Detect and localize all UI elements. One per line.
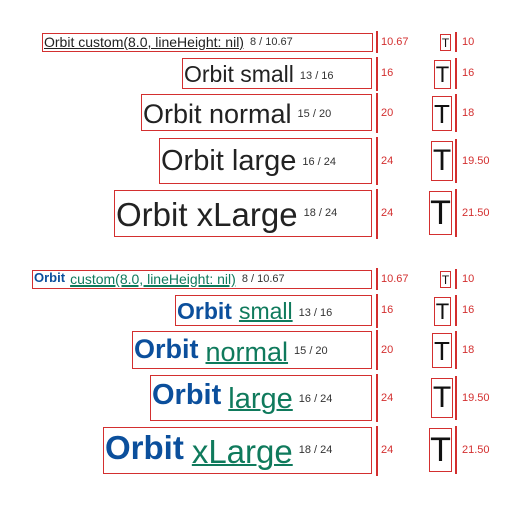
glyph-height-guide [455,295,457,326]
text-bold: Orbit [152,379,222,411]
text-link[interactable]: custom(8.0, lineHeight: nil) [70,271,236,287]
text-box: Orbit large 16 / 24 [159,138,372,184]
line-height-value: 16 [381,67,394,79]
size-meta: 13 / 16 [299,70,334,82]
size-meta: 8 / 10.67 [249,36,293,48]
text-label: Orbit normal [143,99,292,129]
size-meta: 15 / 20 [294,345,328,357]
glyph-box: T [432,333,452,368]
text-box: Orbit custom(8.0, lineHeight: nil) 8 / 1… [32,270,372,289]
glyph-height-value: 10 [462,273,475,285]
glyph-box: T [432,96,452,131]
size-meta: 16 / 24 [302,156,337,168]
line-height-guide [376,93,378,133]
text-link[interactable]: normal [205,337,289,367]
glyph-t: T [435,298,450,324]
line-height-value: 10.67 [381,273,409,285]
text-link[interactable]: xLarge [191,433,293,470]
line-height-guide [376,374,378,422]
line-height-value: 20 [381,344,394,356]
glyph-t: T [434,98,450,129]
glyph-height-guide [455,94,457,132]
text-label: Orbit xLarge [116,196,298,233]
glyph-t: T [432,144,452,177]
text-link[interactable]: large [228,383,293,415]
text-box: Orbit normal 15 / 20 [132,331,372,369]
glyph-height-guide [455,331,457,369]
size-meta: 18 / 24 [298,444,333,456]
glyph-t: T [430,194,451,232]
line-height-value: 10.67 [381,36,409,48]
line-height-value: 24 [381,207,394,219]
glyph-height-guide [455,269,457,289]
line-height-guide [376,57,378,91]
text-box: Orbit xLarge 18 / 24 [103,427,372,474]
size-meta: 16 / 24 [298,393,333,405]
text-box: Orbit normal 15 / 20 [141,94,372,131]
line-height-value: 16 [381,304,394,316]
line-height-guide [376,294,378,328]
glyph-height-value: 19.50 [462,155,490,167]
glyph-box: T [431,141,453,181]
glyph-t: T [432,381,452,414]
glyph-t: T [441,35,450,50]
glyph-height-value: 18 [462,107,475,119]
text-bold: Orbit [134,334,199,364]
glyph-box: T [440,34,451,51]
glyph-box: T [431,378,453,418]
line-height-value: 24 [381,392,394,404]
glyph-height-value: 16 [462,67,475,79]
line-height-guide [376,137,378,185]
glyph-height-guide [455,139,457,183]
glyph-height-value: 21.50 [462,207,490,219]
size-meta: 8 / 10.67 [241,273,285,285]
glyph-height-value: 21.50 [462,444,490,456]
text-box: Orbit small 13 / 16 [175,295,372,326]
line-height-guide [376,330,378,370]
text-bold: Orbit [177,298,232,324]
glyph-height-guide [455,58,457,89]
glyph-t: T [430,431,451,469]
text-box: Orbit large 16 / 24 [150,375,372,421]
glyph-t: T [434,335,450,366]
glyph-height-guide [455,189,457,237]
glyph-height-guide [455,32,457,52]
text-link[interactable]: small [238,298,293,324]
glyph-box: T [429,191,452,235]
line-height-guide [376,189,378,239]
glyph-height-value: 10 [462,36,475,48]
text-label: Orbit large [161,145,297,177]
text-bold: Orbit [105,429,184,466]
glyph-t: T [435,61,450,87]
text-label: Orbit small [184,61,294,87]
text-box: Orbit custom(8.0, lineHeight: nil) 8 / 1… [42,33,373,52]
glyph-box: T [434,297,451,326]
glyph-height-guide [455,426,457,474]
size-meta: 15 / 20 [297,108,332,120]
line-height-guide [376,426,378,476]
glyph-box: T [440,271,451,288]
glyph-height-value: 16 [462,304,475,316]
line-height-value: 24 [381,444,394,456]
text-label: Orbit custom(8.0, lineHeight: nil) [44,34,244,50]
glyph-box: T [429,428,452,472]
size-meta: 13 / 16 [298,307,333,319]
text-box: Orbit xLarge 18 / 24 [114,190,372,237]
glyph-t: T [441,272,450,287]
line-height-value: 20 [381,107,394,119]
text-box: Orbit small 13 / 16 [182,58,372,89]
text-bold: Orbit [34,270,66,285]
glyph-height-value: 18 [462,344,475,356]
size-meta: 18 / 24 [303,207,338,219]
line-height-guide [376,31,378,53]
glyph-height-value: 19.50 [462,392,490,404]
glyph-height-guide [455,376,457,420]
line-height-guide [376,268,378,290]
glyph-box: T [434,60,451,89]
line-height-value: 24 [381,155,394,167]
